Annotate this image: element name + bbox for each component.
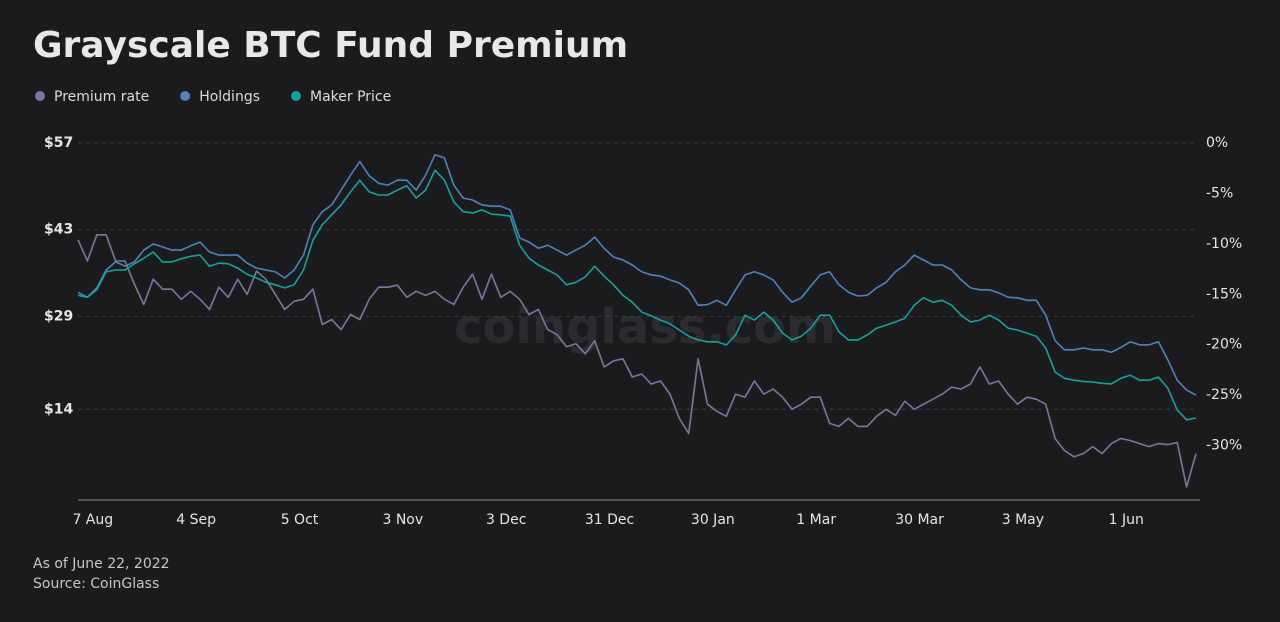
x-tick-label: 30 Jan	[691, 512, 735, 528]
source: Source: CoinGlass	[33, 576, 159, 592]
y-tick-label: $57	[44, 135, 73, 151]
x-tick-label: 30 Mar	[895, 512, 944, 528]
legend-label: Maker Price	[310, 89, 391, 105]
legend-marker	[35, 91, 45, 101]
legend-marker	[180, 91, 191, 101]
y2-tick-label: -5%	[1206, 185, 1233, 201]
series-line	[77, 234, 1197, 488]
x-tick-label: 3 Nov	[382, 512, 423, 528]
y2-tick-label: -15%	[1206, 286, 1242, 302]
x-tick-label: 3 May	[1002, 512, 1044, 528]
y2-tick-label: -20%	[1206, 337, 1242, 353]
y-tick-label: $43	[44, 222, 73, 238]
x-tick-label: 1 Mar	[796, 512, 836, 528]
legend-marker	[291, 91, 301, 101]
y-tick-label: $14	[44, 401, 73, 417]
y-tick-label: $29	[44, 308, 73, 324]
x-tick-label: 3 Dec	[486, 512, 526, 528]
watermark: coinglass.com	[454, 299, 836, 355]
x-tick-label: 1 Jun	[1109, 512, 1144, 528]
footnote: As of June 22, 2022	[33, 556, 170, 572]
legend-label: Holdings	[199, 89, 260, 105]
y2-tick-label: 0%	[1206, 135, 1228, 151]
y2-tick-label: -30%	[1206, 438, 1242, 454]
x-tick-label: 4 Sep	[176, 512, 216, 528]
x-tick-label: 5 Oct	[281, 512, 319, 528]
x-tick-label: 31 Dec	[585, 512, 634, 528]
legend-label: Premium rate	[54, 89, 149, 105]
chart-title: Grayscale BTC Fund Premium	[33, 25, 628, 66]
y2-tick-label: -10%	[1206, 236, 1242, 252]
series-line	[77, 154, 1197, 396]
y2-tick-label: -25%	[1206, 387, 1242, 403]
series-line	[77, 169, 1197, 421]
x-tick-label: 7 Aug	[72, 512, 113, 528]
